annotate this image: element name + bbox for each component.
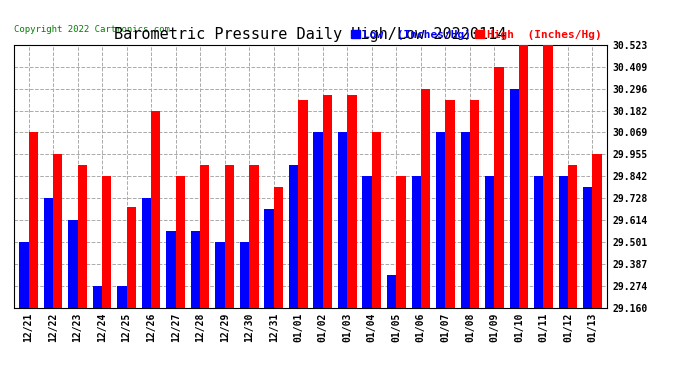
Bar — [102, 176, 111, 308]
Bar — [77, 165, 87, 308]
Bar — [338, 132, 347, 308]
Bar — [544, 45, 553, 308]
Bar — [191, 231, 200, 308]
Bar — [117, 285, 126, 308]
Legend: Low  (Inches/Hg), High  (Inches/Hg): Low (Inches/Hg), High (Inches/Hg) — [351, 30, 602, 40]
Bar — [142, 198, 151, 308]
Bar — [445, 100, 455, 308]
Bar — [510, 89, 519, 308]
Bar — [215, 242, 225, 308]
Bar — [68, 220, 77, 308]
Bar — [387, 275, 396, 308]
Text: Copyright 2022 Cartronics.com: Copyright 2022 Cartronics.com — [14, 26, 170, 34]
Bar — [470, 100, 479, 308]
Bar — [559, 176, 568, 308]
Bar — [176, 176, 185, 308]
Bar — [298, 100, 308, 308]
Bar — [323, 95, 332, 308]
Bar — [421, 89, 430, 308]
Bar — [92, 285, 102, 308]
Bar — [313, 132, 323, 308]
Bar — [347, 95, 357, 308]
Bar — [411, 176, 421, 308]
Bar — [583, 187, 593, 308]
Bar — [289, 165, 298, 308]
Bar — [436, 132, 445, 308]
Bar — [200, 165, 210, 308]
Bar — [53, 154, 62, 308]
Bar — [534, 176, 544, 308]
Bar — [240, 242, 249, 308]
Bar — [485, 176, 495, 308]
Bar — [372, 132, 381, 308]
Bar — [151, 111, 161, 308]
Bar — [166, 231, 176, 308]
Bar — [249, 165, 259, 308]
Bar — [495, 67, 504, 308]
Bar — [19, 242, 28, 308]
Title: Barometric Pressure Daily High/Low 20220114: Barometric Pressure Daily High/Low 20220… — [115, 27, 506, 42]
Bar — [568, 165, 578, 308]
Bar — [362, 176, 372, 308]
Bar — [264, 209, 274, 308]
Bar — [225, 165, 234, 308]
Bar — [43, 198, 53, 308]
Bar — [274, 187, 283, 308]
Bar — [593, 154, 602, 308]
Bar — [396, 176, 406, 308]
Bar — [126, 207, 136, 308]
Bar — [519, 45, 529, 308]
Bar — [460, 132, 470, 308]
Bar — [28, 132, 38, 308]
